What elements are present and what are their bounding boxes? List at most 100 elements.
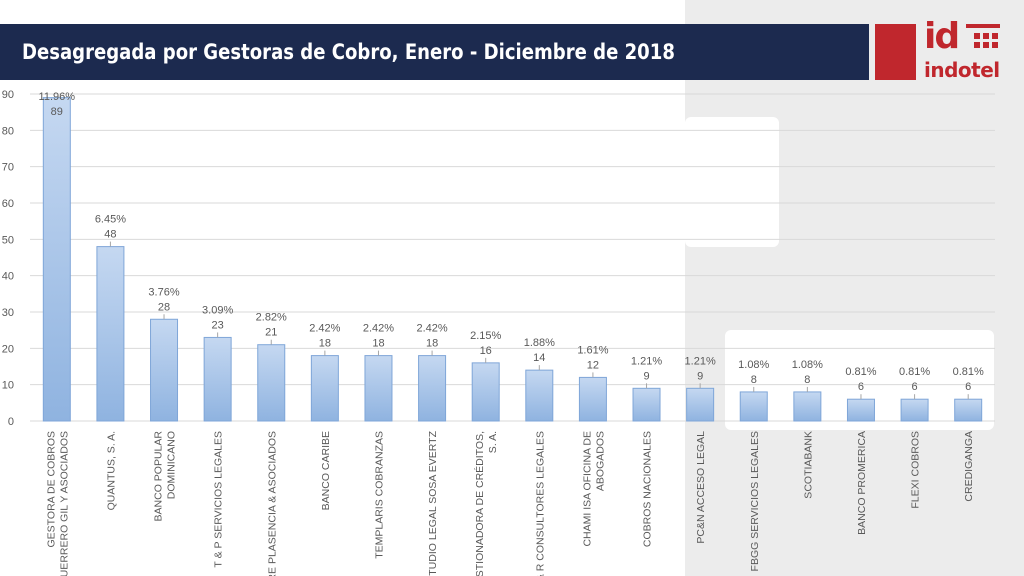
data-label-percent: 1.61%	[577, 344, 608, 356]
data-label-value: 18	[319, 338, 331, 350]
category-label-line: CREDIGANGA	[963, 431, 975, 502]
y-tick-label: 20	[2, 343, 14, 355]
logo-name: indotel	[924, 58, 1000, 82]
category-label: CHAMI ISA OFICINA DE ABOGADOS	[581, 431, 606, 547]
bar	[364, 355, 393, 422]
logo-mark: id	[924, 16, 960, 57]
bar	[203, 336, 232, 422]
category-label-line: FBGG SERVICIOS LEGALES	[749, 431, 761, 571]
bar	[793, 391, 822, 422]
category-label: PC&N ACCESO LEGAL	[695, 431, 707, 544]
data-label-percent: 6.45%	[95, 214, 126, 226]
data-label-percent: 3.09%	[202, 304, 233, 316]
category-label: GESTORA DE COBROS GUERRERO GIL Y ASOCIADO…	[45, 431, 70, 576]
data-label-value: 18	[372, 338, 384, 350]
data-label-value: 21	[265, 327, 277, 339]
bar	[578, 376, 607, 422]
indotel-logo: id indotel	[922, 16, 1004, 84]
data-label-value: 14	[533, 352, 545, 364]
y-tick-label: 40	[2, 271, 14, 283]
logo-red-block	[875, 24, 916, 80]
y-tick-label: 10	[2, 380, 14, 392]
category-label-line: QUANTUS, S. A.	[105, 431, 117, 510]
data-label-value: 6	[912, 381, 918, 393]
data-label-value: 89	[51, 106, 63, 118]
logo-grid-icon	[966, 24, 1000, 52]
data-label-percent: 2.15%	[470, 330, 501, 342]
data-label-percent: 2.42%	[416, 323, 447, 335]
category-label: FLEXI COBROS	[910, 431, 922, 509]
bar	[739, 391, 768, 422]
category-label-line: SCOTIABANK	[802, 431, 814, 499]
data-label-percent: 3.76%	[148, 286, 179, 298]
category-label-line: TEMPLARIS COBRANZAS	[373, 431, 385, 559]
data-label-percent: 2.42%	[363, 323, 394, 335]
y-tick-label: 50	[2, 234, 14, 246]
y-tick-label: 90	[2, 89, 14, 101]
category-label-line: T & P SERVICIOS LEGALES	[213, 431, 225, 568]
data-label-value: 23	[212, 319, 224, 331]
category-label-line: COBROS NACIONALES	[642, 431, 654, 547]
bar	[900, 398, 929, 422]
category-label-line: & R CONSULTORES LEGALES	[534, 431, 546, 576]
data-label-value: 8	[751, 374, 757, 386]
bar	[525, 369, 554, 422]
category-label-line: BANCO CARIBE	[320, 431, 332, 510]
page-title: Desagregada por Gestoras de Cobro, Enero…	[22, 40, 675, 64]
y-tick-label: 80	[2, 125, 14, 137]
header-bar: Desagregada por Gestoras de Cobro, Enero…	[0, 24, 869, 80]
data-label-value: 8	[804, 374, 810, 386]
category-label: STIONADORA DE CRÉDITOS, S. A.	[473, 431, 499, 576]
category-label-line: BANCO PROMERICA	[856, 431, 868, 535]
data-label-percent: 2.42%	[309, 323, 340, 335]
data-label-percent: 11.96%	[39, 91, 76, 103]
background-panel	[685, 0, 1024, 576]
data-label-percent: 2.82%	[256, 312, 287, 324]
data-label-value: 16	[480, 345, 492, 357]
data-label-percent: 0.81%	[845, 366, 876, 378]
category-label-line: PC&N ACCESO LEGAL	[695, 431, 707, 544]
bar	[310, 355, 339, 422]
background-card-upper	[685, 117, 779, 247]
data-label-value: 6	[965, 381, 971, 393]
category-label: BANCO CARIBE	[320, 431, 332, 510]
category-label: & R CONSULTORES LEGALES	[534, 431, 546, 576]
category-label: BANCO POPULAR DOMINICANO	[153, 431, 178, 522]
category-label: FBGG SERVICIOS LEGALES	[749, 431, 761, 571]
bar	[686, 387, 715, 422]
data-label-percent: 1.21%	[631, 355, 662, 367]
category-label-line: ABOGADOS	[594, 431, 606, 491]
data-label-value: 9	[643, 370, 649, 382]
data-label-value: 28	[158, 301, 170, 313]
bar	[471, 362, 500, 422]
data-label-value: 6	[858, 381, 864, 393]
y-tick-label: 30	[2, 307, 14, 319]
category-label-line: RE PLASENCIA & ASOCIADOS	[266, 431, 278, 576]
category-label: COBROS NACIONALES	[642, 431, 654, 547]
bar	[257, 344, 286, 422]
bar	[418, 355, 447, 422]
category-label-line: STIONADORA DE CRÉDITOS,	[473, 431, 486, 576]
data-label-percent: 1.88%	[524, 337, 555, 349]
category-label: STUDIO LEGAL SOSA EVERTZ	[427, 430, 439, 576]
data-label-value: 12	[587, 359, 599, 371]
category-label-line: CHAMI ISA OFICINA DE	[581, 431, 593, 547]
category-label-line: GESTORA DE COBROS	[45, 431, 57, 548]
bar	[42, 97, 71, 422]
bar	[846, 398, 875, 422]
category-label: QUANTUS, S. A.	[105, 431, 117, 510]
data-label-percent: 1.08%	[792, 359, 823, 371]
data-label-percent: 1.21%	[685, 355, 716, 367]
data-label-percent: 0.81%	[953, 366, 984, 378]
category-label-line: FLEXI COBROS	[910, 431, 922, 509]
data-label-value: 9	[697, 370, 703, 382]
category-label-line: BANCO POPULAR	[153, 431, 165, 522]
category-label: CREDIGANGA	[963, 431, 975, 502]
y-tick-label: 60	[2, 198, 14, 210]
category-label: T & P SERVICIOS LEGALES	[213, 431, 225, 568]
category-label: BANCO PROMERICA	[856, 431, 868, 535]
category-label: RE PLASENCIA & ASOCIADOS	[266, 431, 278, 576]
bar	[150, 318, 179, 422]
category-label: TEMPLARIS COBRANZAS	[373, 431, 385, 559]
data-label-value: 48	[104, 229, 116, 241]
